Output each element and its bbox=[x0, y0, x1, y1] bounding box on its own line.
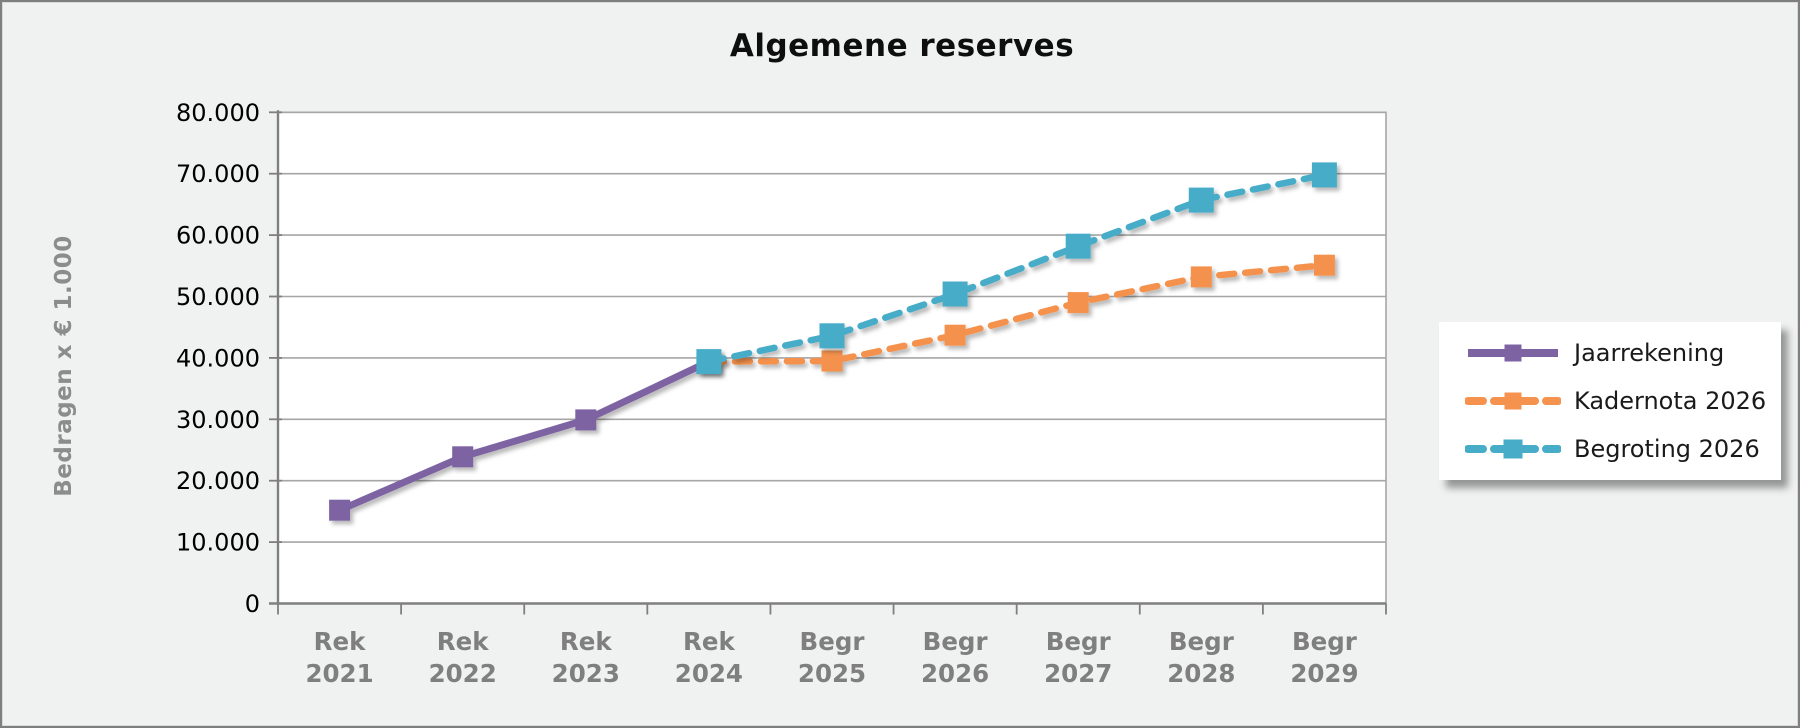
legend-label-begroting: Begroting 2026 bbox=[1574, 435, 1760, 463]
series-line-kadernota-2026 bbox=[705, 261, 1328, 365]
y-tick-label: 20.000 bbox=[176, 467, 260, 495]
data-marker-kadernota-2026 bbox=[944, 324, 966, 346]
data-marker-begroting-2026 bbox=[819, 323, 845, 349]
data-marker-kadernota-2026 bbox=[1313, 254, 1335, 276]
data-marker-begroting-2026 bbox=[1311, 162, 1337, 188]
legend-sample-marker bbox=[1503, 439, 1523, 459]
legend-label-jaarrekening: Jaarrekening bbox=[1574, 339, 1725, 367]
x-category-label: Rek 2024 bbox=[675, 627, 743, 688]
x-category-label: Rek 2022 bbox=[429, 627, 497, 688]
y-tick-label: 40.000 bbox=[176, 344, 260, 372]
data-marker-kadernota-2026 bbox=[1190, 266, 1212, 288]
legend-item-jaarrekening: Jaarrekening bbox=[1465, 336, 1771, 370]
x-category-label: Begr 2029 bbox=[1290, 627, 1358, 688]
series-line-jaarrekening bbox=[338, 358, 711, 514]
series-kadernota-2026 bbox=[698, 254, 1335, 373]
data-marker-begroting-2026 bbox=[942, 281, 968, 307]
y-tick-label: 30.000 bbox=[176, 406, 260, 434]
y-tick-label: 50.000 bbox=[176, 283, 260, 311]
legend-sample-marker bbox=[1504, 344, 1522, 362]
legend-sample-marker bbox=[1504, 392, 1522, 410]
legend-label-kadernota: Kadernota 2026 bbox=[1574, 387, 1767, 415]
data-marker-begroting-2026 bbox=[1188, 187, 1214, 213]
data-marker-jaarrekening bbox=[452, 446, 474, 468]
x-category-label: Begr 2027 bbox=[1044, 627, 1112, 688]
y-tick-label: 10.000 bbox=[176, 529, 260, 557]
data-marker-jaarrekening bbox=[329, 499, 351, 521]
data-marker-begroting-2026 bbox=[696, 349, 722, 375]
x-category-label: Begr 2026 bbox=[921, 627, 989, 688]
legend: Jaarrekening Kadernota 2026 Begroting 20… bbox=[1439, 322, 1781, 480]
y-tick-label: 0 bbox=[245, 590, 260, 618]
y-tick-label: 60.000 bbox=[176, 222, 260, 250]
legend-sample-kadernota bbox=[1465, 392, 1561, 410]
x-category-label: Rek 2021 bbox=[305, 627, 373, 688]
series-line-begroting-2026 bbox=[705, 171, 1328, 365]
legend-item-begroting: Begroting 2026 bbox=[1465, 432, 1771, 466]
data-marker-begroting-2026 bbox=[1065, 233, 1091, 259]
data-marker-kadernota-2026 bbox=[1067, 292, 1089, 314]
legend-sample-jaarrekening bbox=[1468, 344, 1558, 362]
x-category-label: Begr 2025 bbox=[798, 627, 866, 688]
legend-sample-begroting bbox=[1465, 439, 1561, 459]
data-marker-kadernota-2026 bbox=[821, 350, 843, 372]
x-category-label: Rek 2023 bbox=[552, 627, 620, 688]
chart-title: Algemene reserves bbox=[729, 28, 1075, 64]
y-tick-label: 70.000 bbox=[176, 160, 260, 188]
legend-item-kadernota: Kadernota 2026 bbox=[1465, 384, 1771, 418]
x-category-label: Begr 2028 bbox=[1167, 627, 1235, 688]
data-marker-jaarrekening bbox=[575, 409, 597, 431]
series-begroting-2026 bbox=[696, 162, 1337, 375]
y-tick-label: 80.000 bbox=[176, 99, 260, 127]
